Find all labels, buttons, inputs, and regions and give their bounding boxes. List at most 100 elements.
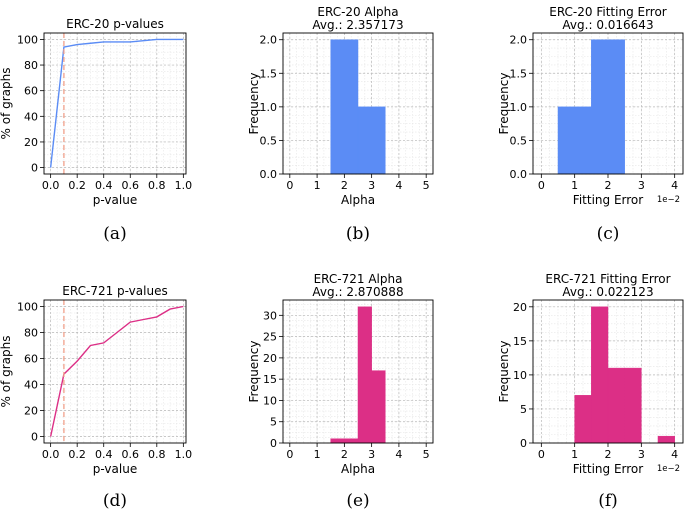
x-tick-label: 0.2 [68,448,86,461]
subfigure-caption: (d) [103,491,127,511]
histogram-bar [357,306,372,444]
chart-title: ERC-721 Fitting Error [545,272,670,286]
y-tick-label: 20 [263,352,277,365]
y-tick-label: 30 [263,309,277,322]
x-tick-label: 2 [341,179,348,192]
y-tick-label: 0.5 [260,134,278,147]
y-tick-label: 1.5 [510,67,528,80]
y-tick-label: 60 [24,353,38,366]
subfigure-caption: (c) [597,224,620,244]
x-tick-label: 4 [671,179,678,192]
x-tick-label: 0 [538,179,545,192]
chart-subtitle: Avg.: 2.870888 [312,285,403,299]
x-tick-label: 0 [286,448,293,461]
histogram-bar [574,395,592,444]
x-tick-label: 5 [423,179,430,192]
y-tick-label: 0 [31,431,38,444]
subfigure-caption: (f) [598,491,618,511]
chart-d: 0.0 0.2 0.4 0.6 0.8 1.0 0 20 40 60 80 100 ERC-721 p-… [0,284,192,511]
x-axis-label: p-value [93,193,137,207]
y-tick-label: 40 [24,379,38,392]
y-tick-label: 1.5 [260,67,278,80]
x-tick-label: 1.0 [175,179,193,192]
x-tick-label: 0.8 [148,179,166,192]
y-tick-label: 20 [24,405,38,418]
y-axis-label: Frequency [247,73,261,135]
series-line [49,305,184,437]
y-tick-label: 1.0 [510,101,528,114]
subfigure-caption: (e) [346,491,369,511]
x-tick-label: 1 [314,179,321,192]
x-axis-label: Fitting Error [573,462,643,476]
chart-f: 0 1 2 3 4 0 5 10 15 20 ERC-721 Fitting ErrorAvg.: … [497,272,684,511]
x-tick-label: 3 [368,448,375,461]
axes-frame [43,299,187,444]
x-axis-label: p-value [93,462,137,476]
histogram-bar [591,39,625,175]
chart-title: ERC-721 Alpha [314,272,403,286]
y-tick-label: 40 [24,110,38,123]
x-tick-label: 3 [638,448,645,461]
histogram-bar [591,306,609,444]
y-tick-label: 0 [270,437,277,450]
x-tick-label: 2 [605,179,612,192]
x-tick-label: 0.6 [122,448,140,461]
y-axis-label: Frequency [497,341,511,403]
x-tick-label: 0 [538,448,545,461]
histogram-bar [607,367,625,444]
x-tick-label: 2 [341,448,348,461]
x-tick-label: 0.2 [68,179,86,192]
y-tick-label: 60 [24,85,38,98]
axis-offset-label: 1e−2 [657,195,680,205]
x-axis-label: Fitting Error [573,193,643,207]
chart-title: ERC-20 Alpha [317,5,398,19]
x-tick-label: 0 [286,179,293,192]
y-axis-label: % of graphs [0,68,13,140]
histogram-bar [557,106,592,175]
y-tick-label: 0 [520,437,527,450]
x-axis-label: Alpha [341,193,375,207]
y-axis-label: Frequency [497,73,511,135]
histogram-bar [344,438,359,444]
x-tick-label: 0.4 [95,448,113,461]
subfigure-caption: (a) [103,224,126,244]
series-line [49,38,184,168]
x-tick-label: 4 [671,448,678,461]
y-tick-label: 0.0 [510,168,528,181]
y-tick-label: 5 [270,416,277,429]
histogram-bar [330,438,345,444]
chart-title: ERC-20 Fitting Error [549,5,667,19]
histogram-bar [357,106,386,175]
axes-frame [43,32,187,175]
x-tick-label: 1.0 [175,448,193,461]
chart-subtitle: Avg.: 0.022123 [562,285,653,299]
x-tick-label: 1 [571,448,578,461]
histogram-bar [330,39,359,175]
y-tick-label: 2.0 [260,34,278,47]
y-tick-label: 100 [17,33,38,46]
x-tick-label: 2 [605,448,612,461]
chart-c: 0 1 2 3 4 0.0 0.5 1.0 1.5 2.0 ERC-20 Fitting Error… [497,5,684,244]
y-axis-label: % of graphs [0,336,13,408]
y-tick-label: 20 [513,301,527,314]
y-tick-label: 0.0 [260,168,278,181]
y-tick-label: 0 [31,162,38,175]
y-tick-label: 15 [513,335,527,348]
x-tick-label: 3 [368,179,375,192]
x-tick-label: 0.8 [148,448,166,461]
y-tick-label: 10 [513,369,527,382]
y-tick-label: 0.5 [510,134,528,147]
axes-frame [282,32,434,175]
x-tick-label: 4 [395,179,402,192]
axis-offset-label: 1e−2 [657,464,680,474]
x-tick-label: 0.0 [42,448,60,461]
histogram-bar [624,367,642,444]
subfigure-caption: (b) [346,224,370,244]
y-tick-label: 100 [17,301,38,314]
y-tick-label: 10 [263,394,277,407]
y-tick-label: 20 [24,136,38,149]
y-tick-label: 25 [263,331,277,344]
y-tick-label: 1.0 [260,101,278,114]
